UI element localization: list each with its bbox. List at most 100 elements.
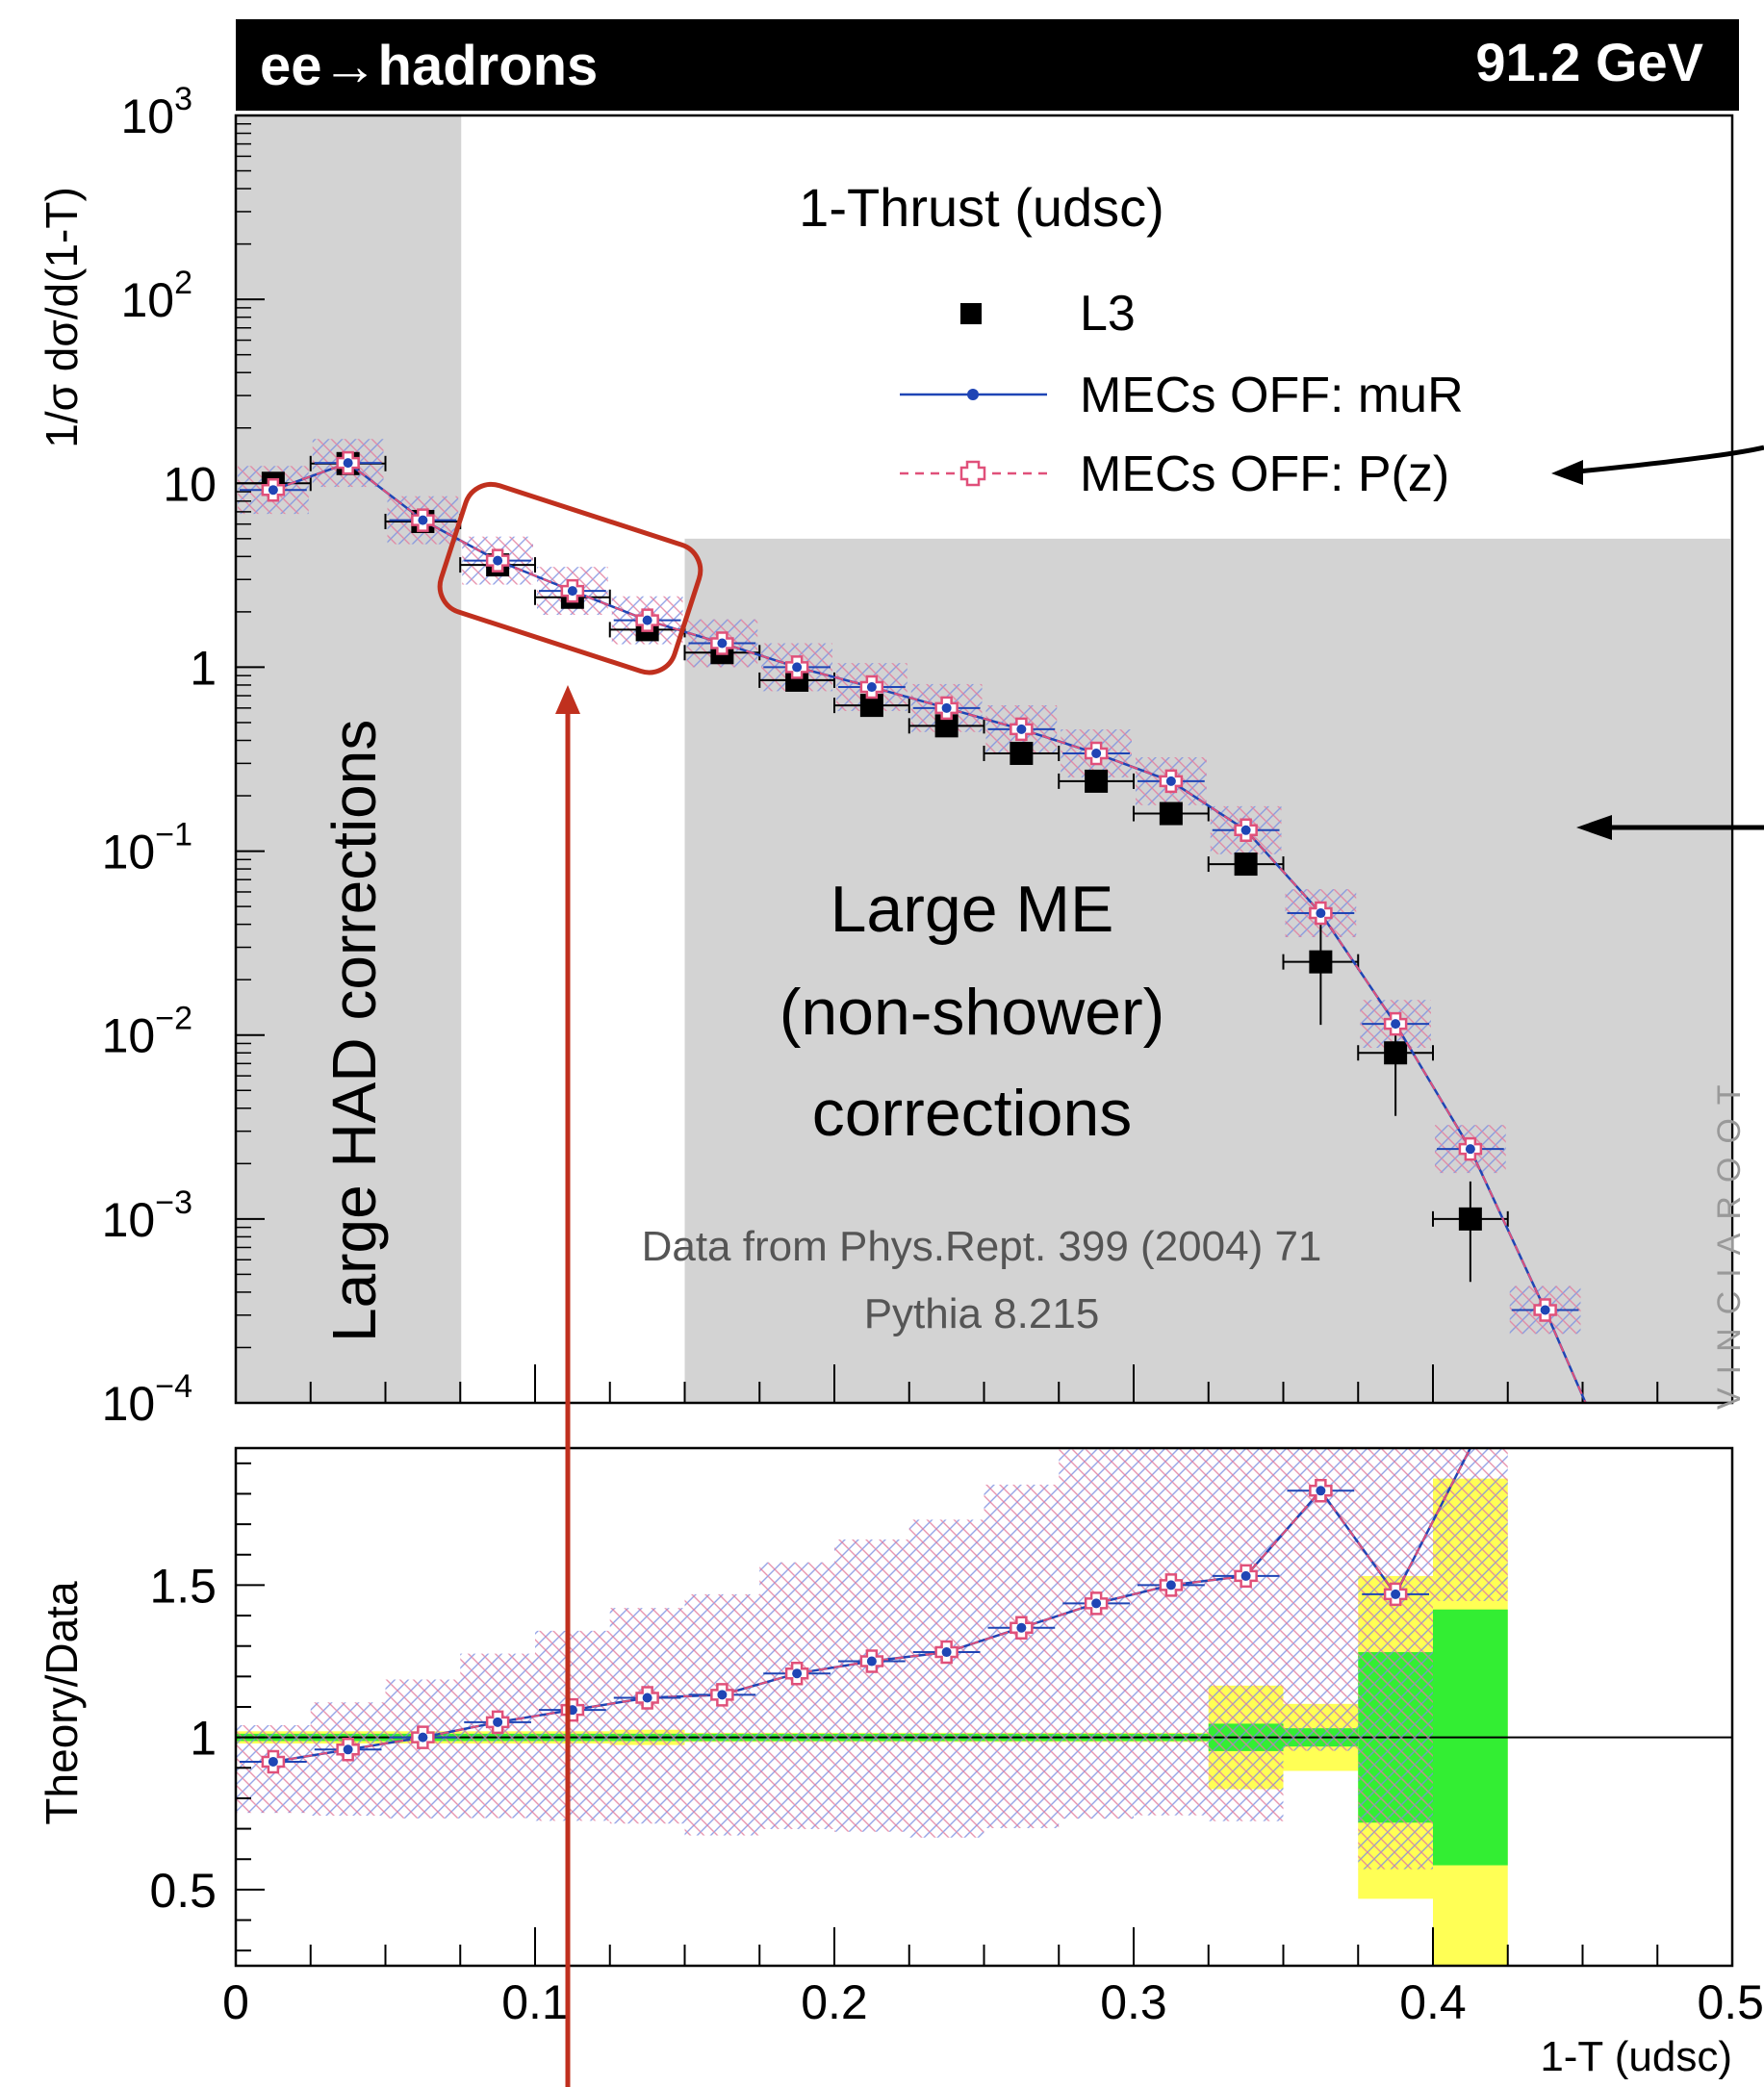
ratio-plot-panel: 0.5 1 1.5 0 0.1 0.2 0.3 0.4 0.5 bbox=[149, 1446, 1764, 2029]
l3-point bbox=[1384, 1041, 1408, 1065]
ratio-band-pz bbox=[535, 1630, 610, 1821]
ratio-band-pz bbox=[1059, 1449, 1134, 1820]
vinciaroot-label: VINCIAROOT bbox=[1711, 1071, 1748, 1410]
chart-title: 1-Thrust (udsc) bbox=[799, 177, 1164, 238]
ratio-mur-point bbox=[866, 1656, 877, 1667]
ratio-y-tick-label: 1 bbox=[190, 1712, 217, 1766]
ratio-mur-point bbox=[343, 1744, 353, 1755]
ratio-mur-point bbox=[1240, 1570, 1251, 1581]
y-tick-label: 10 bbox=[163, 457, 217, 511]
main-series bbox=[235, 450, 1587, 1404]
main-frame bbox=[234, 114, 1734, 1405]
mur-point bbox=[1240, 825, 1251, 835]
ratio-band-pz bbox=[1134, 1448, 1209, 1816]
mur-point bbox=[1091, 748, 1102, 758]
ratio-theory-hatch bbox=[236, 1448, 1508, 1870]
ratio-band-pz bbox=[460, 1653, 535, 1819]
legend-label-pz: MECs OFF: P(z) bbox=[1080, 446, 1449, 502]
me-label-line2: (non-shower) bbox=[780, 976, 1165, 1049]
arrow-to-pz-line bbox=[1577, 445, 1764, 474]
arrow-to-me-head bbox=[1576, 815, 1612, 840]
legend: L3 MECs OFF: muR MECs OFF: P(z) bbox=[900, 286, 1464, 502]
mur-point bbox=[1391, 1019, 1401, 1030]
highlight-box bbox=[437, 481, 703, 675]
ratio-mur-point bbox=[1316, 1486, 1326, 1496]
l3-point bbox=[1159, 802, 1183, 826]
x-tick-label: 0 bbox=[222, 1975, 249, 2029]
ratio-band-pz bbox=[759, 1562, 834, 1829]
arrow-to-pz-head bbox=[1551, 460, 1583, 485]
l3-point bbox=[1458, 1207, 1482, 1231]
mur-point bbox=[1540, 1305, 1550, 1315]
l3-point bbox=[1010, 741, 1034, 765]
mur-point bbox=[941, 702, 952, 713]
y-tick-exponent: 3 bbox=[174, 81, 192, 117]
process-label: ee→hadrons bbox=[260, 35, 598, 97]
y-tick-label: 103 bbox=[120, 81, 192, 143]
ratio-mur-point bbox=[1016, 1622, 1027, 1633]
y-tick-label: 10−4 bbox=[102, 1368, 192, 1431]
mur-point bbox=[493, 555, 503, 566]
y-tick-label: 10−2 bbox=[102, 1001, 192, 1063]
ratio-series bbox=[240, 1447, 1471, 1774]
y-tick-label: 10−3 bbox=[102, 1184, 192, 1247]
legend-marker-pz bbox=[959, 460, 986, 487]
x-tick-label: 0.2 bbox=[801, 1975, 868, 2029]
y-tick-label: 10−1 bbox=[102, 817, 192, 879]
me-label-line3: corrections bbox=[812, 1077, 1133, 1150]
mur-point bbox=[717, 638, 728, 649]
ratio-mur-point bbox=[717, 1690, 728, 1700]
mur-point bbox=[1316, 908, 1326, 919]
mur-point bbox=[268, 485, 278, 496]
ratio-band-pz bbox=[609, 1608, 685, 1824]
generator-note: Pythia 8.215 bbox=[864, 1290, 1100, 1337]
x-tick-label: 0.4 bbox=[1399, 1975, 1467, 2029]
ratio-mur-point bbox=[1091, 1598, 1102, 1609]
l3-point bbox=[1234, 853, 1258, 877]
x-tick-label: 0.5 bbox=[1697, 1975, 1764, 2029]
ratio-mur-point bbox=[792, 1668, 803, 1679]
ratio-y-tick-label: 0.5 bbox=[149, 1864, 217, 1918]
x-tick-label: 0.1 bbox=[501, 1975, 569, 2029]
y-tick-label: 102 bbox=[120, 265, 192, 327]
ratio-band-pz bbox=[1358, 1448, 1433, 1870]
ratio-band-pz bbox=[1433, 1448, 1508, 1601]
y-tick-exponent: 2 bbox=[174, 265, 192, 301]
y-tick-exponent: −4 bbox=[155, 1368, 192, 1405]
ratio-band-pz bbox=[1208, 1448, 1284, 1821]
mur-point bbox=[1016, 724, 1027, 734]
y-tick-exponent: −2 bbox=[155, 1001, 192, 1037]
mur-point bbox=[792, 662, 803, 673]
ratio-mur-point bbox=[418, 1732, 428, 1743]
mur-point bbox=[1165, 776, 1176, 786]
energy-label: 91.2 GeV bbox=[1475, 32, 1703, 92]
ratio-axis-ticks: 0.5 1 1.5 0 0.1 0.2 0.3 0.4 0.5 bbox=[149, 1462, 1764, 2029]
mur-point bbox=[567, 586, 577, 597]
mur-point bbox=[1465, 1144, 1475, 1155]
me-label-line1: Large ME bbox=[831, 873, 1114, 946]
mur-point bbox=[642, 615, 652, 625]
ratio-mur-point bbox=[268, 1756, 278, 1767]
ratio-mur-point bbox=[941, 1647, 952, 1658]
ratio-mur-point bbox=[1165, 1580, 1176, 1591]
data-source-note: Data from Phys.Rept. 399 (2004) 71 bbox=[642, 1223, 1322, 1270]
mur-point bbox=[343, 458, 353, 469]
red-arrow-head bbox=[555, 685, 580, 714]
annotations bbox=[437, 445, 1764, 2087]
ratio-frame bbox=[234, 1446, 1734, 1968]
legend-marker-mur bbox=[967, 389, 979, 400]
ratio-band-pz bbox=[684, 1593, 760, 1836]
x-axis-label: 1-T (udsc) bbox=[1540, 2033, 1732, 2080]
l3-point bbox=[1085, 769, 1109, 793]
ratio-y-axis-label: Theory/Data bbox=[37, 1581, 87, 1825]
y-tick-label: 1 bbox=[190, 641, 217, 695]
ratio-mur-point bbox=[1391, 1589, 1401, 1599]
legend-marker-l3 bbox=[960, 303, 982, 324]
mur-point bbox=[418, 515, 428, 525]
mur-point bbox=[866, 682, 877, 693]
y-tick-exponent: −3 bbox=[155, 1184, 192, 1221]
had-region-label: Large HAD corrections bbox=[320, 720, 389, 1342]
